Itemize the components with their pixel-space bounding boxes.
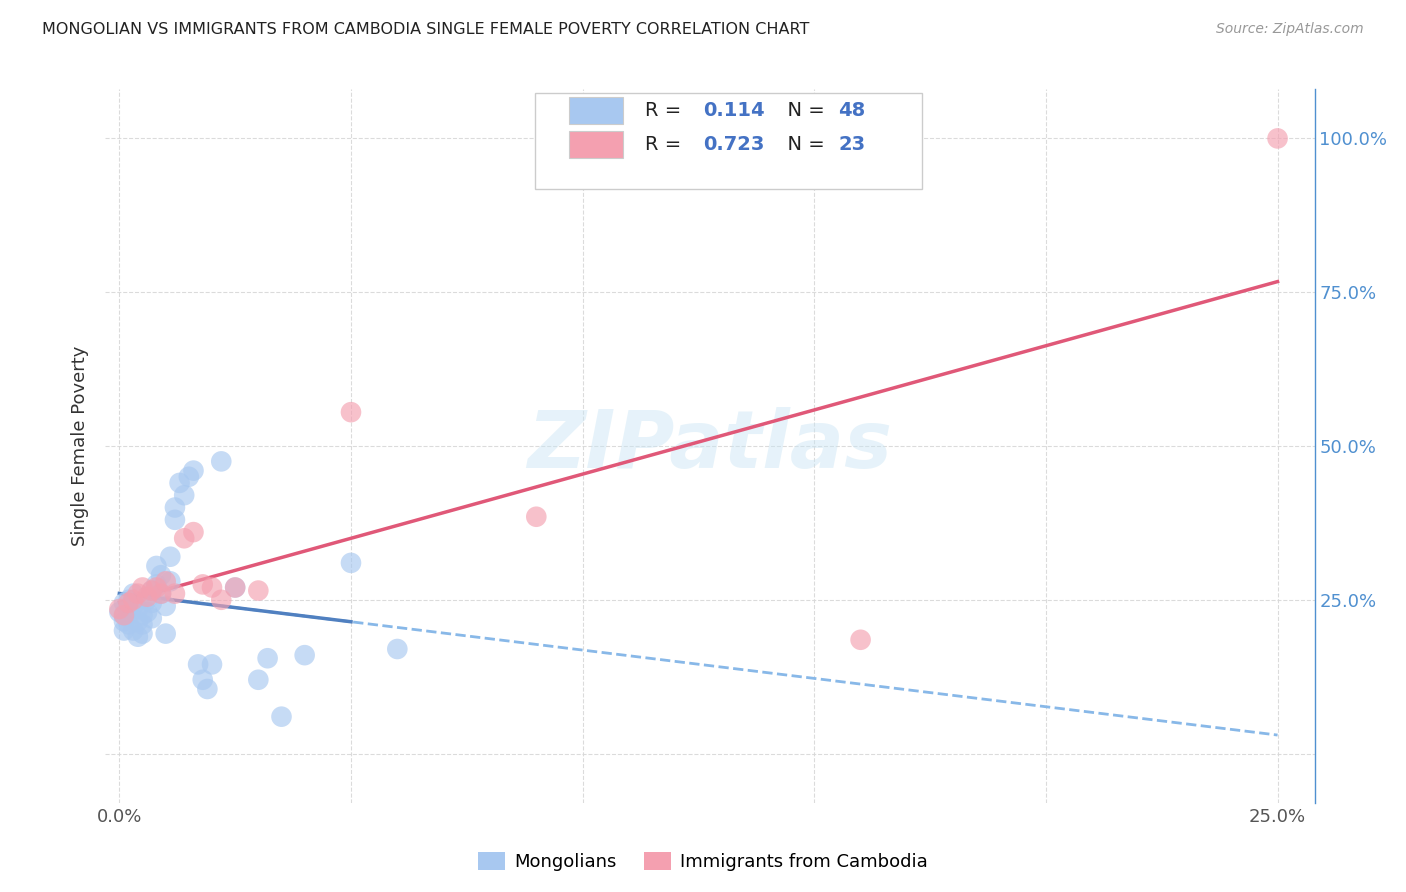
Point bbox=[145, 581, 167, 595]
Point bbox=[145, 558, 167, 573]
Point bbox=[127, 587, 149, 601]
Point bbox=[155, 599, 177, 613]
Text: MONGOLIAN VS IMMIGRANTS FROM CAMBODIA SINGLE FEMALE POVERTY CORRELATION CHART: MONGOLIAN VS IMMIGRANTS FROM CAMBODIA SI… bbox=[42, 22, 810, 37]
Point bbox=[112, 624, 135, 638]
Point bbox=[524, 509, 547, 524]
Point bbox=[145, 577, 167, 591]
Point bbox=[294, 648, 316, 662]
Point bbox=[127, 630, 149, 644]
Bar bbox=[568, 97, 623, 124]
Point bbox=[122, 599, 145, 613]
Point bbox=[247, 583, 270, 598]
Text: 48: 48 bbox=[838, 101, 866, 120]
Text: 0.114: 0.114 bbox=[703, 101, 765, 120]
Point bbox=[187, 657, 209, 672]
Point bbox=[173, 488, 195, 502]
Point bbox=[201, 657, 224, 672]
Text: Source: ZipAtlas.com: Source: ZipAtlas.com bbox=[1216, 22, 1364, 37]
Point bbox=[159, 549, 181, 564]
Bar bbox=[568, 131, 623, 159]
Point bbox=[209, 454, 232, 468]
Point bbox=[141, 583, 163, 598]
Point bbox=[256, 651, 278, 665]
Point bbox=[112, 608, 135, 623]
Point bbox=[131, 626, 153, 640]
Point bbox=[163, 513, 186, 527]
Point bbox=[122, 587, 145, 601]
Y-axis label: Single Female Poverty: Single Female Poverty bbox=[72, 346, 90, 546]
Point bbox=[127, 615, 149, 629]
Legend: Mongolians, Immigrants from Cambodia: Mongolians, Immigrants from Cambodia bbox=[471, 845, 935, 879]
Point bbox=[224, 581, 246, 595]
Point bbox=[131, 608, 153, 623]
Point bbox=[112, 596, 135, 610]
FancyBboxPatch shape bbox=[534, 93, 922, 189]
Point bbox=[247, 673, 270, 687]
Point bbox=[340, 556, 363, 570]
Point bbox=[127, 602, 149, 616]
Point bbox=[112, 608, 135, 623]
Point bbox=[1267, 131, 1289, 145]
Point bbox=[183, 464, 205, 478]
Point bbox=[150, 587, 173, 601]
Point bbox=[183, 525, 205, 540]
Point bbox=[131, 617, 153, 632]
Point bbox=[136, 605, 159, 619]
Text: N =: N = bbox=[775, 101, 831, 120]
Text: ZIPatlas: ZIPatlas bbox=[527, 407, 893, 485]
Point bbox=[117, 592, 139, 607]
Text: R =: R = bbox=[645, 101, 688, 120]
Point bbox=[117, 596, 139, 610]
Point bbox=[117, 602, 139, 616]
Point bbox=[131, 581, 153, 595]
Point bbox=[136, 592, 159, 607]
Point bbox=[112, 615, 135, 629]
Point bbox=[191, 577, 214, 591]
Point bbox=[150, 568, 173, 582]
Point bbox=[155, 574, 177, 589]
Point bbox=[122, 592, 145, 607]
Point bbox=[122, 624, 145, 638]
Point bbox=[108, 605, 131, 619]
Point bbox=[270, 709, 292, 723]
Point bbox=[173, 531, 195, 545]
Point bbox=[117, 617, 139, 632]
Point bbox=[177, 469, 200, 483]
Point bbox=[169, 475, 191, 490]
Point bbox=[108, 602, 131, 616]
Point bbox=[340, 405, 363, 419]
Point bbox=[136, 590, 159, 604]
Point bbox=[141, 611, 163, 625]
Text: N =: N = bbox=[775, 136, 831, 154]
Point bbox=[387, 642, 409, 657]
Text: 23: 23 bbox=[838, 136, 865, 154]
Point bbox=[224, 581, 246, 595]
Point bbox=[150, 587, 173, 601]
Point bbox=[191, 673, 214, 687]
Point bbox=[201, 581, 224, 595]
Point bbox=[159, 574, 181, 589]
Point bbox=[195, 681, 218, 696]
Point bbox=[209, 592, 232, 607]
Point bbox=[849, 632, 872, 647]
Point bbox=[155, 626, 177, 640]
Point bbox=[163, 587, 186, 601]
Point bbox=[141, 596, 163, 610]
Text: R =: R = bbox=[645, 136, 688, 154]
Point bbox=[141, 583, 163, 598]
Point bbox=[163, 500, 186, 515]
Text: 0.723: 0.723 bbox=[703, 136, 763, 154]
